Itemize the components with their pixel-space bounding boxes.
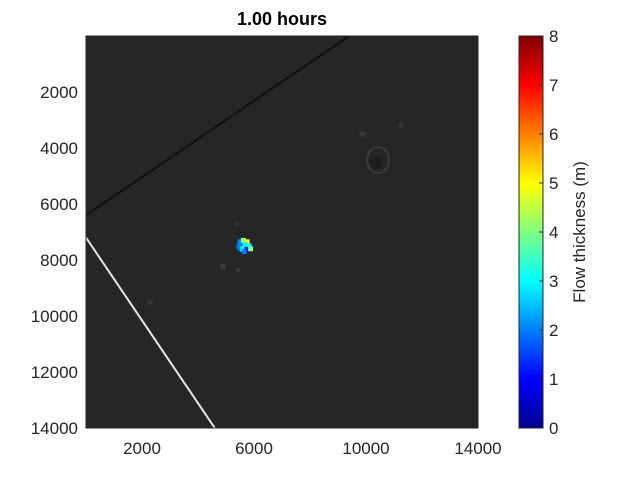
flow-cell-2 (244, 239, 250, 245)
colorbar-tick-label: 5 (549, 174, 558, 193)
crater-feature (366, 146, 390, 174)
upper-boundary (86, 36, 350, 217)
plot-frame (85, 35, 479, 429)
flow-cell-4 (242, 242, 248, 248)
flow-cell-6 (240, 246, 246, 252)
colorbar-tick-label: 7 (549, 76, 558, 95)
colorbar-ticks: 0 1 2 3 4 5 6 7 8 (539, 27, 558, 438)
flow-cell-1 (240, 237, 246, 243)
crater-shadow (370, 155, 382, 169)
y-tick-label: 12000 (31, 363, 78, 382)
colorbar-label: Flow thickness (m) (570, 161, 589, 303)
vent-feature-4 (235, 222, 239, 226)
flow-cell-5 (246, 243, 252, 249)
colorbar: 0 1 2 3 4 5 6 7 8 Flow thickness (m) (518, 27, 589, 438)
flow-cell-8 (248, 246, 254, 252)
colorbar-tick-label: 8 (549, 27, 558, 46)
colorbar-tick-label: 3 (549, 272, 558, 291)
x-tick-label: 14000 (454, 439, 501, 458)
chart-title: 1.00 hours (237, 9, 327, 29)
vent-feature (220, 264, 226, 270)
colorbar-tick-label: 6 (549, 125, 558, 144)
plot-area (85, 35, 479, 429)
flow-cell-7 (244, 246, 250, 252)
colorbar-tick-label: 2 (549, 321, 558, 340)
x-tick-label: 10000 (342, 439, 389, 458)
y-tick-label: 10000 (31, 307, 78, 326)
colorbar-tick-label: 4 (549, 223, 558, 242)
vent-feature-3 (147, 299, 153, 305)
domain-boundaries (86, 36, 350, 428)
y-axis: 2000 4000 6000 8000 10000 12000 14000 (31, 83, 90, 438)
flow-cell-3 (238, 242, 244, 248)
y-tick-label: 8000 (40, 251, 78, 270)
colorbar-tick-label: 0 (549, 419, 558, 438)
y-tick-label: 2000 (40, 83, 78, 102)
y-tick-label: 6000 (40, 195, 78, 214)
terrain-features (147, 122, 404, 305)
x-tick-label: 6000 (235, 439, 273, 458)
flow-thickness-patch (236, 237, 254, 255)
flow-cell-0 (237, 239, 243, 245)
hill-feature-2 (398, 122, 404, 128)
x-axis: 2000 6000 10000 14000 (123, 424, 502, 458)
vent-feature-2 (236, 268, 240, 272)
map-background (86, 36, 478, 428)
colorbar-tick-label: 1 (549, 370, 558, 389)
x-tick-label: 2000 (123, 439, 161, 458)
hill-feature (359, 131, 367, 137)
y-tick-label: 14000 (31, 419, 78, 438)
y-tick-label: 4000 (40, 139, 78, 158)
flow-cell-9 (241, 249, 247, 255)
lower-boundary (86, 237, 216, 428)
